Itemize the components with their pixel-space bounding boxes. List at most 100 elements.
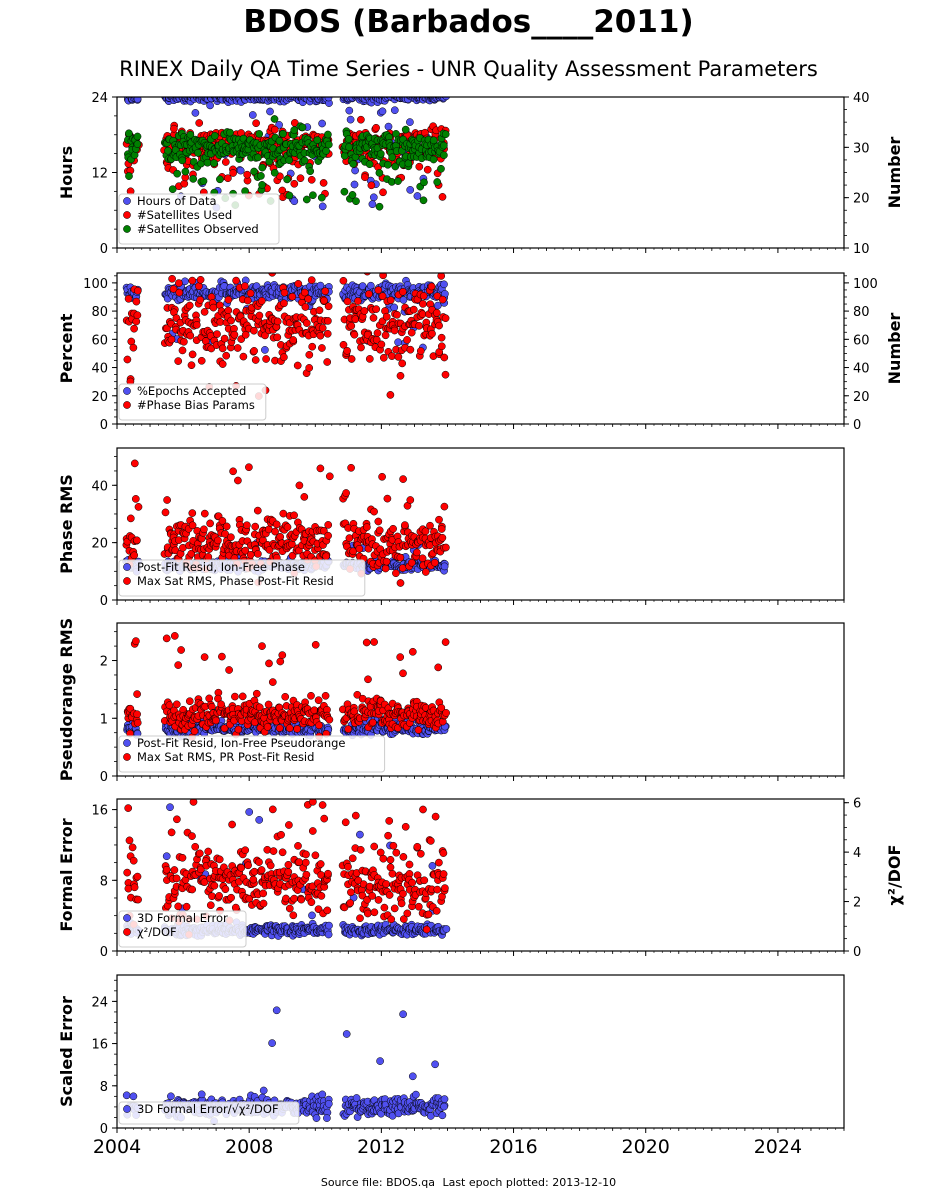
- data-point: [381, 564, 390, 573]
- legend-entry: Post-Fit Resid, Ion-Free Phase: [137, 560, 305, 574]
- data-point: [195, 282, 203, 291]
- data-point: [356, 830, 364, 839]
- data-point: [191, 109, 200, 117]
- data-point: [376, 149, 385, 158]
- data-point: [227, 893, 235, 902]
- data-point: [438, 533, 447, 542]
- data-point: [266, 107, 274, 116]
- legend-entry: %Epochs Accepted: [137, 384, 246, 398]
- data-point: [289, 336, 298, 344]
- data-point: [188, 885, 197, 894]
- data-point: [170, 866, 179, 874]
- y2-tick-label: 40: [853, 362, 870, 377]
- data-point: [192, 321, 201, 329]
- data-point: [212, 716, 220, 725]
- data-point: [167, 335, 176, 344]
- data-point: [391, 162, 400, 171]
- data-point: [378, 107, 387, 116]
- data-point: [398, 564, 407, 572]
- data-point: [249, 875, 258, 884]
- data-point: [124, 804, 133, 812]
- data-point: [125, 172, 133, 180]
- data-point: [257, 172, 265, 180]
- data-point: [312, 263, 319, 270]
- data-point: [271, 527, 279, 536]
- hours-series-2: [124, 115, 450, 211]
- data-point: [290, 894, 299, 903]
- data-point: [205, 694, 214, 703]
- data-point: [131, 495, 140, 503]
- data-point: [370, 842, 379, 851]
- data-point: [356, 914, 364, 923]
- data-point: [439, 141, 448, 150]
- data-point: [308, 911, 316, 920]
- data-point: [437, 525, 446, 533]
- data-point: [390, 106, 399, 115]
- y-tick-label: 100: [83, 277, 108, 292]
- data-point: [290, 197, 299, 206]
- data-point: [174, 661, 183, 669]
- data-point: [210, 881, 219, 890]
- legend-entry: Hours of Data: [137, 194, 217, 208]
- data-point: [313, 136, 322, 144]
- legend-marker: [123, 225, 131, 233]
- y-tick-label: 20: [91, 537, 108, 552]
- data-point: [368, 718, 377, 727]
- y-tick-label: 40: [91, 362, 108, 377]
- data-point: [228, 820, 236, 829]
- data-point: [288, 551, 297, 560]
- data-point: [237, 97, 240, 98]
- data-point: [394, 338, 402, 347]
- data-point: [239, 352, 248, 361]
- data-point: [293, 725, 301, 733]
- data-point: [372, 123, 380, 132]
- data-point: [215, 855, 224, 864]
- data-point: [285, 156, 294, 165]
- data-point: [345, 534, 354, 542]
- data-point: [316, 860, 325, 868]
- data-point: [437, 164, 445, 173]
- data-point: [200, 308, 209, 316]
- data-point: [375, 202, 384, 211]
- data-point: [325, 715, 334, 724]
- data-point: [285, 724, 294, 733]
- data-point: [419, 292, 428, 300]
- data-point: [254, 153, 262, 162]
- data-point: [379, 273, 387, 280]
- data-point: [162, 634, 171, 643]
- data-point: [190, 727, 199, 736]
- page-subtitle: RINEX Daily QA Time Series - UNR Quality…: [119, 57, 818, 81]
- data-point: [363, 273, 371, 276]
- legend-entry: Max Sat RMS, PR Post-Fit Resid: [137, 750, 314, 764]
- y-tick-label: 20: [91, 390, 108, 405]
- data-point: [298, 123, 307, 132]
- legend-marker: [123, 401, 131, 409]
- data-point: [342, 489, 350, 497]
- data-point: [284, 860, 293, 869]
- data-point: [203, 158, 212, 167]
- data-point: [289, 911, 298, 920]
- data-point: [130, 459, 139, 468]
- data-point: [250, 326, 258, 335]
- data-point: [218, 652, 226, 661]
- hours-legend: Hours of Data#Satellites Used#Satellites…: [118, 193, 280, 245]
- data-point: [206, 101, 214, 110]
- pseudorange-rms-data: [123, 632, 450, 742]
- data-point: [276, 657, 285, 666]
- data-point: [275, 121, 283, 129]
- data-point: [428, 862, 437, 870]
- data-point: [195, 849, 204, 858]
- data-point: [188, 509, 197, 517]
- data-point: [361, 173, 369, 182]
- y-tick-label: 0: [100, 242, 108, 257]
- data-point: [370, 638, 378, 646]
- data-point: [288, 292, 297, 301]
- data-point: [368, 892, 377, 900]
- data-point: [250, 167, 258, 176]
- data-point: [237, 863, 246, 872]
- data-point: [261, 331, 269, 340]
- data-point: [133, 311, 142, 320]
- data-point: [393, 310, 401, 319]
- y2-tick-label: 20: [853, 390, 870, 405]
- data-point: [429, 136, 438, 145]
